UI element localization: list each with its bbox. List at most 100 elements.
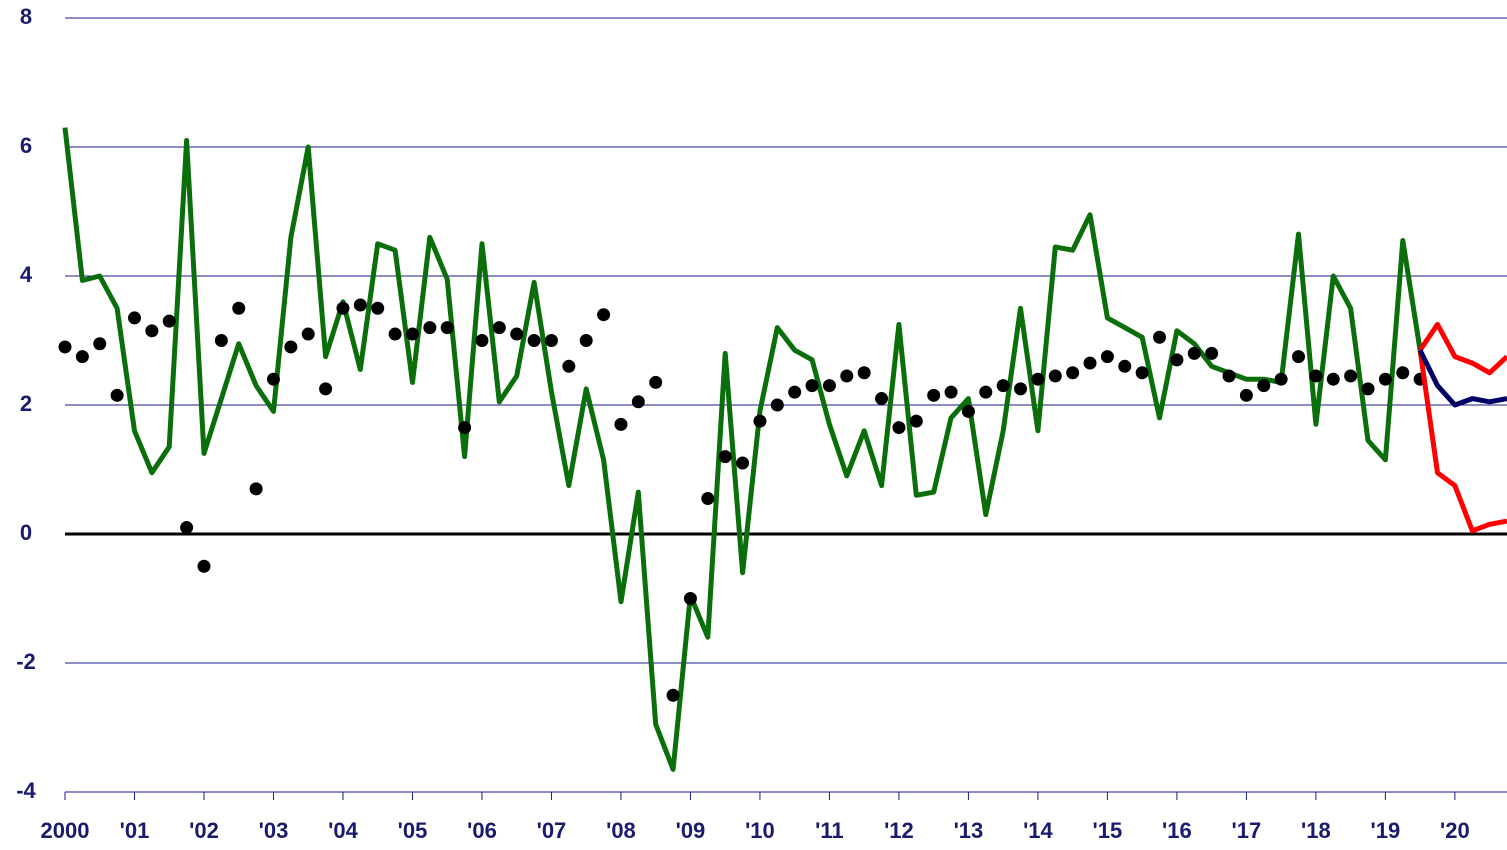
x-tick-label: '03 [259, 818, 289, 843]
x-tick-label: '02 [189, 818, 219, 843]
data-point [996, 379, 1010, 393]
y-tick-label: 0 [20, 520, 32, 545]
data-point [1014, 382, 1028, 396]
data-point [1066, 366, 1080, 380]
x-tick-label: '10 [745, 818, 775, 843]
x-tick-label: '14 [1023, 818, 1053, 843]
data-point [892, 421, 906, 435]
data-point [1170, 353, 1184, 367]
data-point [1292, 350, 1306, 364]
x-tick-label: '05 [398, 818, 428, 843]
y-tick-label: 6 [20, 133, 32, 158]
data-point [110, 388, 124, 402]
data-point [1326, 372, 1340, 386]
data-point [405, 327, 419, 341]
data-point [249, 482, 263, 496]
data-point [1135, 366, 1149, 380]
data-point [475, 334, 489, 347]
data-point [875, 392, 889, 406]
data-point [1153, 330, 1167, 344]
x-tick-label: '20 [1440, 818, 1470, 843]
data-point [197, 559, 211, 573]
data-point [770, 398, 784, 412]
data-point [162, 314, 176, 328]
data-point [1344, 369, 1358, 383]
x-tick-label: '09 [676, 818, 706, 843]
data-point [961, 404, 975, 418]
data-point [614, 417, 628, 431]
data-point [979, 385, 993, 399]
y-tick-label: 8 [20, 4, 32, 29]
data-point [666, 688, 680, 702]
data-point [857, 366, 871, 380]
data-point [1187, 346, 1201, 360]
data-point [597, 308, 611, 322]
data-point [423, 321, 437, 335]
series-line [1417, 349, 1507, 534]
data-point [1222, 369, 1236, 383]
data-point [284, 340, 298, 354]
data-point [649, 375, 663, 389]
x-tick-label: '17 [1232, 818, 1262, 843]
data-point [1205, 346, 1219, 360]
data-point [944, 385, 958, 399]
data-point [840, 369, 854, 383]
data-point [909, 414, 923, 428]
x-tick-label: '13 [954, 818, 984, 843]
data-point [1118, 359, 1132, 373]
data-point [440, 321, 454, 335]
data-point [214, 334, 228, 347]
x-tick-label: '16 [1162, 818, 1192, 843]
data-point [232, 301, 246, 315]
data-point [1083, 356, 1097, 370]
data-point [718, 450, 732, 464]
x-tick-label: 2000 [41, 818, 90, 843]
data-point [1257, 379, 1271, 393]
data-point [510, 327, 524, 341]
data-point [736, 456, 750, 470]
data-point [301, 327, 315, 341]
x-tick-label: '01 [120, 818, 150, 843]
data-point [388, 327, 402, 341]
data-point [753, 414, 767, 428]
data-point [527, 334, 541, 347]
data-point [1274, 372, 1288, 386]
data-point [145, 324, 159, 338]
data-point [336, 301, 350, 315]
x-tick-label: '04 [328, 818, 358, 843]
x-tick-label: '07 [537, 818, 567, 843]
data-point [58, 340, 72, 354]
data-point [93, 337, 107, 351]
series-line [62, 127, 1423, 772]
data-point [458, 421, 472, 435]
data-point [1031, 372, 1045, 386]
x-tick-label: '08 [606, 818, 636, 843]
data-point [788, 385, 802, 399]
x-tick-label: '06 [467, 818, 497, 843]
data-point [701, 492, 715, 506]
data-point [544, 334, 558, 347]
data-point [1239, 388, 1253, 402]
data-point [562, 359, 576, 373]
data-point [1048, 369, 1062, 383]
data-point [1378, 372, 1392, 386]
data-point [371, 301, 385, 315]
x-tick-label: '18 [1301, 818, 1331, 843]
y-tick-label: -4 [16, 778, 36, 803]
data-point [579, 334, 593, 347]
data-point [1309, 369, 1323, 383]
data-point [266, 372, 280, 386]
series-line [1417, 349, 1507, 408]
series-line [1418, 321, 1507, 376]
y-tick-label: -2 [16, 649, 36, 674]
y-tick-label: 2 [20, 391, 32, 416]
x-tick-label: '19 [1371, 818, 1401, 843]
x-tick-label: '11 [815, 818, 844, 843]
data-point [353, 298, 367, 312]
data-point [805, 379, 819, 393]
data-point [1396, 366, 1410, 380]
x-tick-label: '12 [884, 818, 914, 843]
x-tick-label: '15 [1093, 818, 1123, 843]
data-point [127, 311, 141, 325]
data-point [822, 379, 836, 393]
